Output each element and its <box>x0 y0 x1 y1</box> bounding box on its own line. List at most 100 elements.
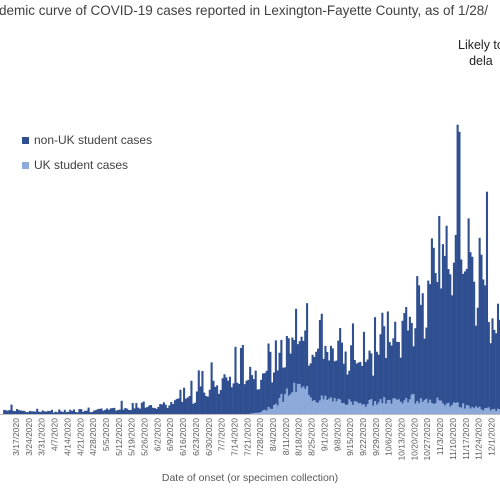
bar-non-uk <box>386 311 389 414</box>
x-tick-label: 8/18/2020 <box>294 418 304 456</box>
bar-non-uk <box>326 351 329 414</box>
bar-non-uk <box>43 411 46 414</box>
bar-uk <box>302 386 305 414</box>
bar-non-uk <box>302 340 305 414</box>
bar-non-uk <box>261 373 265 414</box>
x-axis-title: Date of onset (or specimen collection) <box>161 472 339 484</box>
bar-non-uk <box>161 404 164 414</box>
bar-non-uk <box>135 403 138 414</box>
bar-non-uk <box>491 318 494 414</box>
bar-non-uk <box>28 410 31 414</box>
bar-non-uk <box>258 389 261 414</box>
bar-non-uk <box>214 386 217 414</box>
bar-non-uk <box>256 389 259 414</box>
bar-uk <box>441 403 444 414</box>
bar-non-uk <box>19 410 22 414</box>
bar-uk <box>379 399 382 414</box>
bar-uk <box>366 404 369 414</box>
x-tick-label: 5/5/2020 <box>101 418 111 451</box>
bar-non-uk <box>260 379 263 414</box>
bar-non-uk <box>69 409 72 414</box>
bar-non-uk <box>394 321 397 414</box>
bar-uk <box>355 401 358 414</box>
x-tick-label: 10/27/2020 <box>422 418 432 461</box>
bar-uk <box>311 400 314 414</box>
bar-non-uk <box>474 325 478 414</box>
bar-uk <box>460 407 463 414</box>
bar-non-uk <box>280 339 283 414</box>
bar-uk <box>429 399 432 414</box>
bar-uk <box>478 406 481 414</box>
bar-uk <box>317 402 320 414</box>
bar-non-uk <box>228 376 232 414</box>
bar-uk <box>256 412 259 414</box>
bar-non-uk <box>423 338 426 414</box>
bar-non-uk <box>217 393 221 414</box>
delay-annotation: Likely to dela <box>458 37 500 69</box>
bar-non-uk <box>197 370 200 414</box>
bar-non-uk <box>443 255 446 414</box>
bar-uk <box>469 408 472 414</box>
bar-non-uk <box>118 409 121 414</box>
bar-non-uk <box>269 351 272 414</box>
bar-non-uk <box>438 215 441 414</box>
bar-uk <box>462 403 465 414</box>
bar-uk <box>408 399 411 414</box>
bar-uk <box>335 401 338 414</box>
bar-non-uk <box>430 238 433 414</box>
bar-non-uk <box>124 407 127 414</box>
bar-uk <box>496 408 500 414</box>
bar-non-uk <box>126 408 129 414</box>
bar-uk <box>493 408 496 414</box>
bar-uk <box>447 402 450 414</box>
bar-non-uk <box>21 410 24 414</box>
bar-non-uk <box>408 316 411 414</box>
bar-uk <box>414 403 417 414</box>
bar-uk <box>375 404 378 414</box>
bar-non-uk <box>307 365 310 414</box>
bar-non-uk <box>105 408 109 414</box>
bar-non-uk <box>104 409 107 414</box>
bar-uk <box>388 399 391 414</box>
bar-non-uk <box>168 405 171 414</box>
bar-non-uk <box>485 191 489 414</box>
bar-non-uk <box>245 380 248 414</box>
bar-non-uk <box>496 303 500 414</box>
bar-non-uk <box>72 409 75 414</box>
bar-non-uk <box>458 131 461 415</box>
bar-non-uk <box>254 370 257 414</box>
bar-uk <box>491 409 494 414</box>
bar-non-uk <box>212 380 215 414</box>
bar-non-uk <box>445 225 448 414</box>
bar-non-uk <box>148 405 151 414</box>
bar-non-uk <box>27 412 30 414</box>
bar-non-uk <box>401 320 404 414</box>
bar-uk <box>350 401 353 414</box>
bar-non-uk <box>60 411 63 414</box>
bar-non-uk <box>355 363 358 414</box>
bar-non-uk <box>232 383 235 414</box>
bar-non-uk <box>364 361 367 414</box>
bar-non-uk <box>133 408 136 414</box>
bar-non-uk <box>436 282 439 414</box>
bar-uk <box>395 399 399 414</box>
bar-non-uk <box>170 401 173 414</box>
bar-non-uk <box>93 410 96 414</box>
bar-non-uk <box>56 412 59 414</box>
bar-uk <box>454 402 457 414</box>
x-tick-label: 7/7/2020 <box>217 418 227 451</box>
bar-non-uk <box>52 412 55 414</box>
x-tick-label: 4/21/2020 <box>75 418 85 456</box>
bar-non-uk <box>469 252 472 414</box>
bar-non-uk <box>208 389 211 414</box>
bar-uk <box>322 399 325 414</box>
bar-non-uk <box>140 402 143 414</box>
bar-non-uk <box>471 256 474 414</box>
bar-non-uk <box>45 411 48 414</box>
bar-non-uk <box>454 234 457 414</box>
bar-non-uk <box>405 307 408 414</box>
bar-non-uk <box>250 375 254 414</box>
bar-uk <box>399 401 402 414</box>
bar-non-uk <box>129 410 132 414</box>
bar-uk <box>269 408 272 414</box>
